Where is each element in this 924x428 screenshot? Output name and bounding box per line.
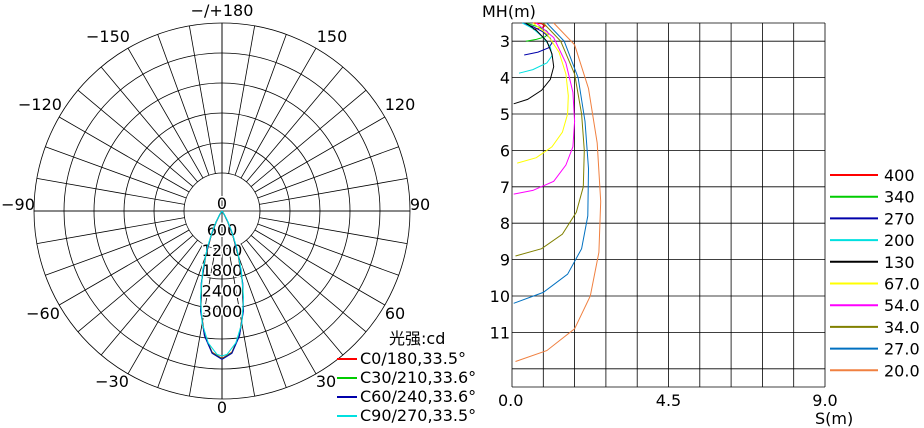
iso-y-tick: 3 xyxy=(500,32,510,51)
polar-spoke xyxy=(254,229,386,306)
polar-angle-label: 150 xyxy=(317,27,348,46)
iso-legend-label: 20.0 xyxy=(884,361,920,380)
iso-legend-label: 200 xyxy=(884,231,915,250)
polar-ring xyxy=(63,52,381,370)
polar-tick-label: 1200 xyxy=(202,241,243,260)
polar-angle-label: 120 xyxy=(385,95,416,114)
polar-legend-label: C30/210,33.6° xyxy=(360,368,476,387)
polar-angle-label: −/+180 xyxy=(191,1,254,20)
polar-angle-label: 0 xyxy=(217,398,227,417)
polar-spoke xyxy=(234,34,287,176)
isoline-chart: 3 4 5 6 7 8 9 10 11 0.0 4.5 9.0 xyxy=(488,22,838,410)
polar-angle-label: 30 xyxy=(316,372,336,391)
polar-unit-label: 光强:cd xyxy=(389,329,445,348)
polar-spoke xyxy=(58,116,190,193)
polar-tick-label: 0 xyxy=(217,194,227,213)
iso-legend-label: 400 xyxy=(884,166,915,185)
polar-spoke xyxy=(188,25,216,174)
iso-x-tick: 4.5 xyxy=(656,391,681,410)
iso-x-tick: 0.0 xyxy=(498,391,523,410)
polar-ring xyxy=(153,142,291,280)
polar-spoke xyxy=(246,239,344,356)
polar-spoke xyxy=(234,246,287,388)
polar-ring xyxy=(183,172,261,250)
iso-legend-label: 340 xyxy=(884,188,915,207)
iso-y-tick: 6 xyxy=(500,141,510,160)
polar-spoke xyxy=(259,177,408,205)
polar-spoke xyxy=(100,239,198,356)
polar-ring xyxy=(33,22,411,400)
iso-y-tick: 5 xyxy=(500,105,510,124)
polar-spoke xyxy=(250,89,367,187)
polar-angle-label: −30 xyxy=(95,372,129,391)
polar-ring xyxy=(123,112,321,310)
iso-series-0 xyxy=(532,22,546,31)
polar-series-3 xyxy=(199,210,245,357)
polar-spoke xyxy=(127,243,204,375)
iso-series-8 xyxy=(513,22,590,304)
iso-series-6 xyxy=(513,22,576,195)
polar-spoke xyxy=(257,146,399,199)
polar-spoke xyxy=(77,89,194,187)
polar-spoke xyxy=(254,116,386,193)
polar-chart: 060012001800240030000306090120150−/+180−… xyxy=(1,1,430,417)
iso-legend-label: 34.0 xyxy=(884,318,920,337)
iso-y-tick: 4 xyxy=(500,69,510,88)
polar-legend-label: C0/180,33.5° xyxy=(360,349,466,368)
iso-y-tick: 7 xyxy=(500,178,510,197)
polar-spoke xyxy=(45,146,187,199)
polar-legend-label: C90/270,33.5° xyxy=(360,406,476,425)
isoline-ylabel: MH(m) xyxy=(482,2,536,21)
iso-y-tick: 8 xyxy=(500,214,510,233)
polar-angle-label: 90 xyxy=(410,195,430,214)
iso-series-5 xyxy=(517,22,569,164)
polar-spoke xyxy=(257,223,399,276)
polar-spoke xyxy=(36,217,185,245)
polar-legend-label: C60/240,33.6° xyxy=(360,387,476,406)
polar-angle-label: −150 xyxy=(86,27,130,46)
polar-spoke xyxy=(36,177,185,205)
polar-angle-label: −90 xyxy=(1,195,35,214)
polar-spoke xyxy=(100,66,198,183)
polar-tick-label: 1800 xyxy=(202,261,243,280)
polar-spoke xyxy=(157,34,210,176)
iso-legend-label: 54.0 xyxy=(884,296,920,315)
polar-ring xyxy=(93,82,351,340)
iso-y-tick: 10 xyxy=(490,287,510,306)
polar-spoke xyxy=(250,235,367,333)
iso-legend-label: 270 xyxy=(884,209,915,228)
polar-spoke xyxy=(259,217,408,245)
isoline-xlabel: S(m) xyxy=(815,409,853,428)
polar-angle-label: −120 xyxy=(18,95,62,114)
polar-spoke xyxy=(45,223,187,276)
iso-series-4 xyxy=(513,22,555,105)
polar-spoke xyxy=(246,66,344,183)
polar-angle-label: 60 xyxy=(385,304,405,323)
iso-series-9 xyxy=(515,22,602,362)
isoline-legend: 400 340 270 200 130 67.0 54.0 34.0 27.0 20.0 xyxy=(830,166,920,380)
iso-x-tick: 9.0 xyxy=(812,391,837,410)
iso-legend-label: 27.0 xyxy=(884,340,920,359)
polar-spoke xyxy=(127,47,204,179)
iso-y-tick: 11 xyxy=(490,323,510,342)
polar-tick-label: 2400 xyxy=(202,282,243,301)
polar-legend: C0/180,33.5°C30/210,33.6°C60/240,33.6°C9… xyxy=(337,349,476,425)
polar-spoke xyxy=(240,47,317,179)
polar-spoke xyxy=(240,243,317,375)
polar-spoke xyxy=(58,229,190,306)
iso-legend-label: 130 xyxy=(884,253,915,272)
iso-y-tick: 9 xyxy=(500,251,510,270)
iso-legend-label: 67.0 xyxy=(884,275,920,294)
polar-angle-label: −60 xyxy=(26,304,60,323)
polar-tick-label: 3000 xyxy=(202,302,243,321)
iso-series-7 xyxy=(515,22,585,257)
polar-spoke xyxy=(228,25,256,174)
polar-spoke xyxy=(157,246,210,388)
polar-spoke xyxy=(77,235,194,333)
